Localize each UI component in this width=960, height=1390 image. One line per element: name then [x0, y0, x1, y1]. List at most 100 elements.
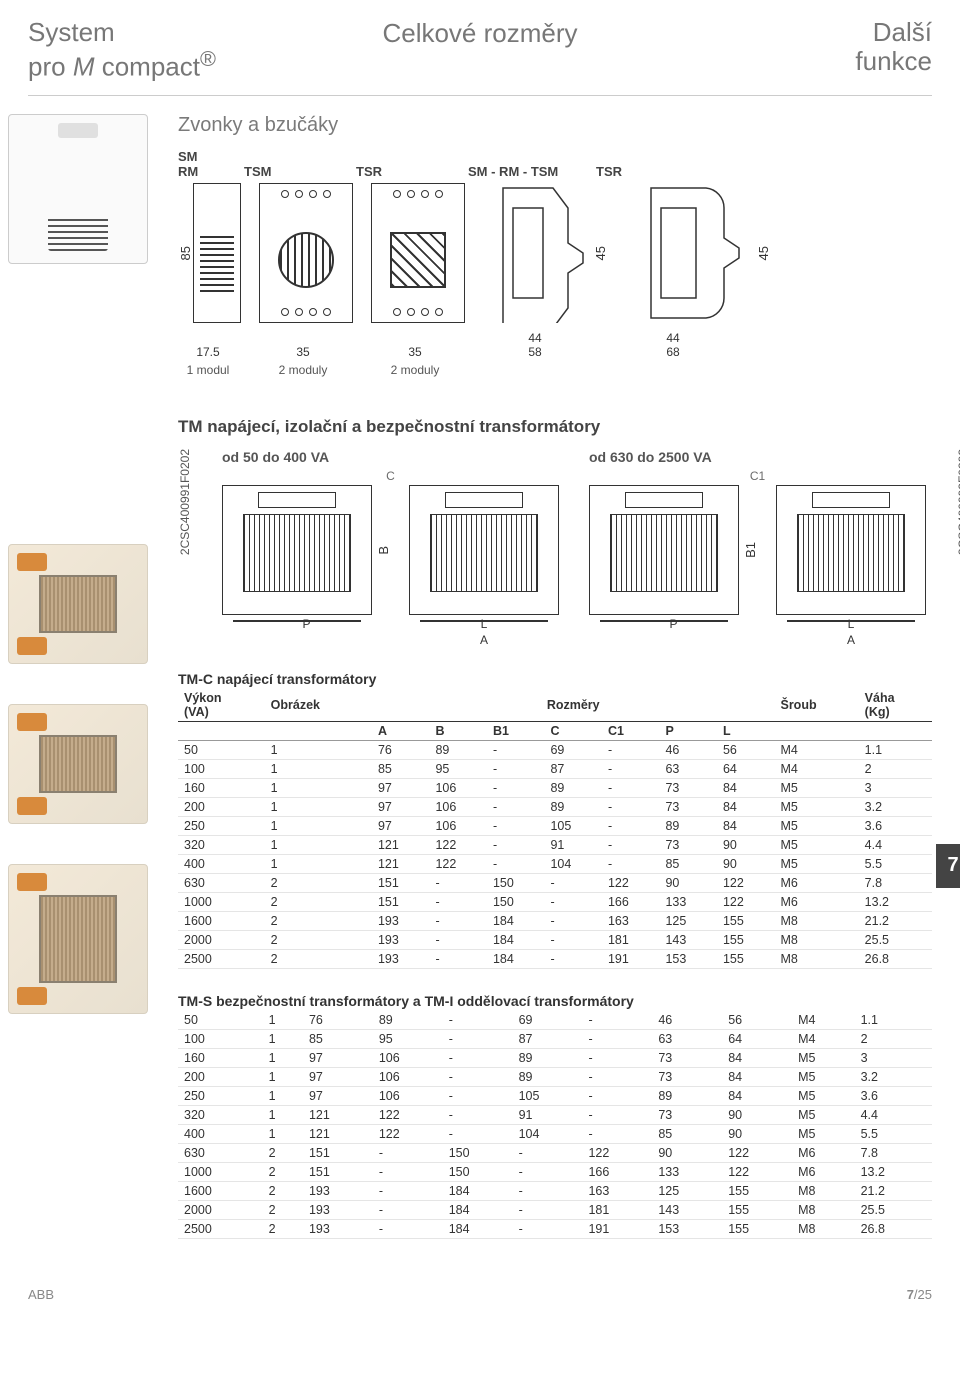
- module-label-2: TSR: [356, 164, 450, 179]
- section-tab: 7: [936, 844, 960, 888]
- table-row: 25002193-184-191153155M826.8: [178, 949, 932, 968]
- table-row: 250197106-105-8984M53.6: [178, 1086, 932, 1105]
- tdiag-1b: [409, 485, 559, 615]
- module-width-row: 17.5 35 35 4458 4468: [178, 329, 932, 359]
- module-label-4: TSR: [596, 164, 726, 179]
- module-label-1: TSM: [244, 164, 338, 179]
- product-image-transformer-3: [8, 864, 148, 1014]
- table-row: 200197106-89-7384M53.2: [178, 797, 932, 816]
- th-rozmery: Rozměry: [372, 689, 775, 722]
- tdiag-1a: [222, 485, 372, 615]
- header-left-line1: System: [28, 17, 115, 47]
- transformer-section: TM napájecí, izolační a bezpečnostní tra…: [178, 417, 932, 647]
- header-left: System pro M compact®: [28, 18, 329, 81]
- table-row: 10018595-87-6364M42: [178, 759, 932, 778]
- dim-w-3: 4458: [480, 331, 590, 359]
- module-tsr: [371, 183, 465, 323]
- product-image-transformer-2: [8, 704, 148, 824]
- module-bottom-labels: 1 modul 2 moduly 2 moduly: [178, 363, 932, 377]
- table-row: 4001121122-104-8590M55.5: [178, 1124, 932, 1143]
- table-row: 20002193-184-181143155M825.5: [178, 1200, 932, 1219]
- range1-label: od 50 do 400 VA: [222, 449, 559, 465]
- side-images: [8, 114, 168, 1014]
- transf-group-1: od 50 do 400 VA C B P L: [222, 449, 559, 647]
- module-sm: [193, 183, 241, 323]
- module-profile-b-wrap: 45: [626, 183, 771, 323]
- range2-label: od 630 do 2500 VA: [589, 449, 926, 465]
- dim-w-0: 17.5: [178, 345, 238, 359]
- tdiag-2b: [776, 485, 926, 615]
- header-left-suffix: compact: [94, 51, 200, 81]
- table-row: 3201121122-91-7390M54.4: [178, 835, 932, 854]
- table-row: 160197106-89-7384M53: [178, 778, 932, 797]
- content-area: 7 Zvonky a bzučáky SM RM TSM TSR SM - RM…: [28, 114, 932, 1239]
- table-row: 4001121122-104-8590M55.5: [178, 854, 932, 873]
- dim-h-profile-b: 45: [756, 246, 771, 260]
- header-right: Další funkce: [631, 18, 932, 75]
- module-bottom-2: 2 moduly: [368, 363, 462, 377]
- table1-title: TM-C napájecí transformátory: [178, 671, 932, 687]
- code-left: 2CSC400991F0202: [178, 449, 192, 555]
- table-tms: 5017689-69-4656M41.110018595-87-6364M421…: [178, 1011, 932, 1239]
- table-row: 5017689-69-4656M41.1: [178, 1011, 932, 1030]
- module-diagrams-row: 85 45: [178, 183, 932, 323]
- module-profile-a: [483, 183, 593, 323]
- table2-body: 5017689-69-4656M41.110018595-87-6364M421…: [178, 1011, 932, 1239]
- module-bottom-0: 1 modul: [178, 363, 238, 377]
- footer-left: ABB: [28, 1287, 54, 1302]
- footer-right: 7/25: [907, 1287, 932, 1302]
- table-row: 20002193-184-181143155M825.5: [178, 930, 932, 949]
- product-image-transformer-1: [8, 544, 148, 664]
- table1-body: 5017689-69-4656M41.110018595-87-6364M421…: [178, 740, 932, 968]
- section2-title: TM napájecí, izolační a bezpečnostní tra…: [178, 417, 932, 437]
- module-bottom-1: 2 moduly: [256, 363, 350, 377]
- table2-title: TM-S bezpečnostní transformátory a TM-I …: [178, 993, 932, 1009]
- page-header: System pro M compact® Celkové rozměry Da…: [28, 18, 932, 96]
- header-left-italic: M: [73, 51, 95, 81]
- transformer-diagrams: 2CSC400991F0202 od 50 do 400 VA C B P: [178, 449, 932, 647]
- th-vaha: Váha (Kg): [859, 689, 932, 722]
- transf-group-2: od 630 do 2500 VA C1 B1 P L: [589, 449, 926, 647]
- module-col-height-sm: 85: [178, 183, 241, 323]
- dim-h-profile-a: 45: [593, 246, 608, 260]
- header-right-line1: Další: [873, 17, 932, 47]
- table-row: 160197106-89-7384M53: [178, 1048, 932, 1067]
- th-obrazek: Obrázek: [265, 689, 372, 722]
- module-label-3: SM - RM - TSM: [468, 164, 578, 179]
- table-tmc: Výkon (VA) Obrázek Rozměry Šroub Váha (K…: [178, 689, 932, 969]
- dim-w-4: 4468: [608, 331, 738, 359]
- module-labels-row: SM RM TSM TSR SM - RM - TSM TSR: [178, 149, 932, 179]
- table-row: 200197106-89-7384M53.2: [178, 1067, 932, 1086]
- module-tsm: [259, 183, 353, 323]
- module-profile-b: [626, 183, 756, 323]
- page-footer: ABB 7/25: [28, 1287, 932, 1302]
- header-center: Celkové rozměry: [329, 18, 630, 49]
- th-sroub: Šroub: [774, 689, 858, 722]
- dim-b1: B1: [743, 542, 758, 558]
- table-row: 6302151-150-12290122M67.8: [178, 873, 932, 892]
- table-row: 25002193-184-191153155M826.8: [178, 1219, 932, 1238]
- dim-w-1: 35: [256, 345, 350, 359]
- table-row: 250197106-105-8984M53.6: [178, 816, 932, 835]
- section1-title: Zvonky a bzučáky: [178, 114, 932, 137]
- header-right-line2: funkce: [855, 46, 932, 76]
- dim-c: C: [222, 469, 559, 483]
- code-right: 2CSC400992F0202: [956, 449, 960, 555]
- table-row: 5017689-69-4656M41.1: [178, 740, 932, 759]
- dim-b: B: [376, 546, 391, 555]
- header-reg: ®: [200, 46, 216, 71]
- table-row: 3201121122-91-7390M54.4: [178, 1105, 932, 1124]
- table-row: 16002193-184-163125155M821.2: [178, 1181, 932, 1200]
- tdiag-2a: [589, 485, 739, 615]
- header-left-line2-prefix: pro: [28, 51, 73, 81]
- dim-h-sm: 85: [178, 246, 193, 260]
- table-row: 16002193-184-163125155M821.2: [178, 911, 932, 930]
- table-row: 10002151-150-166133122M613.2: [178, 1162, 932, 1181]
- table-row: 6302151-150-12290122M67.8: [178, 1143, 932, 1162]
- module-label-0: SM RM: [178, 149, 226, 179]
- th-vykon: Výkon (VA): [178, 689, 265, 722]
- product-image-din: [8, 114, 148, 264]
- table-row: 10018595-87-6364M42: [178, 1029, 932, 1048]
- table-row: 10002151-150-166133122M613.2: [178, 892, 932, 911]
- module-profile-a-wrap: 45: [483, 183, 608, 323]
